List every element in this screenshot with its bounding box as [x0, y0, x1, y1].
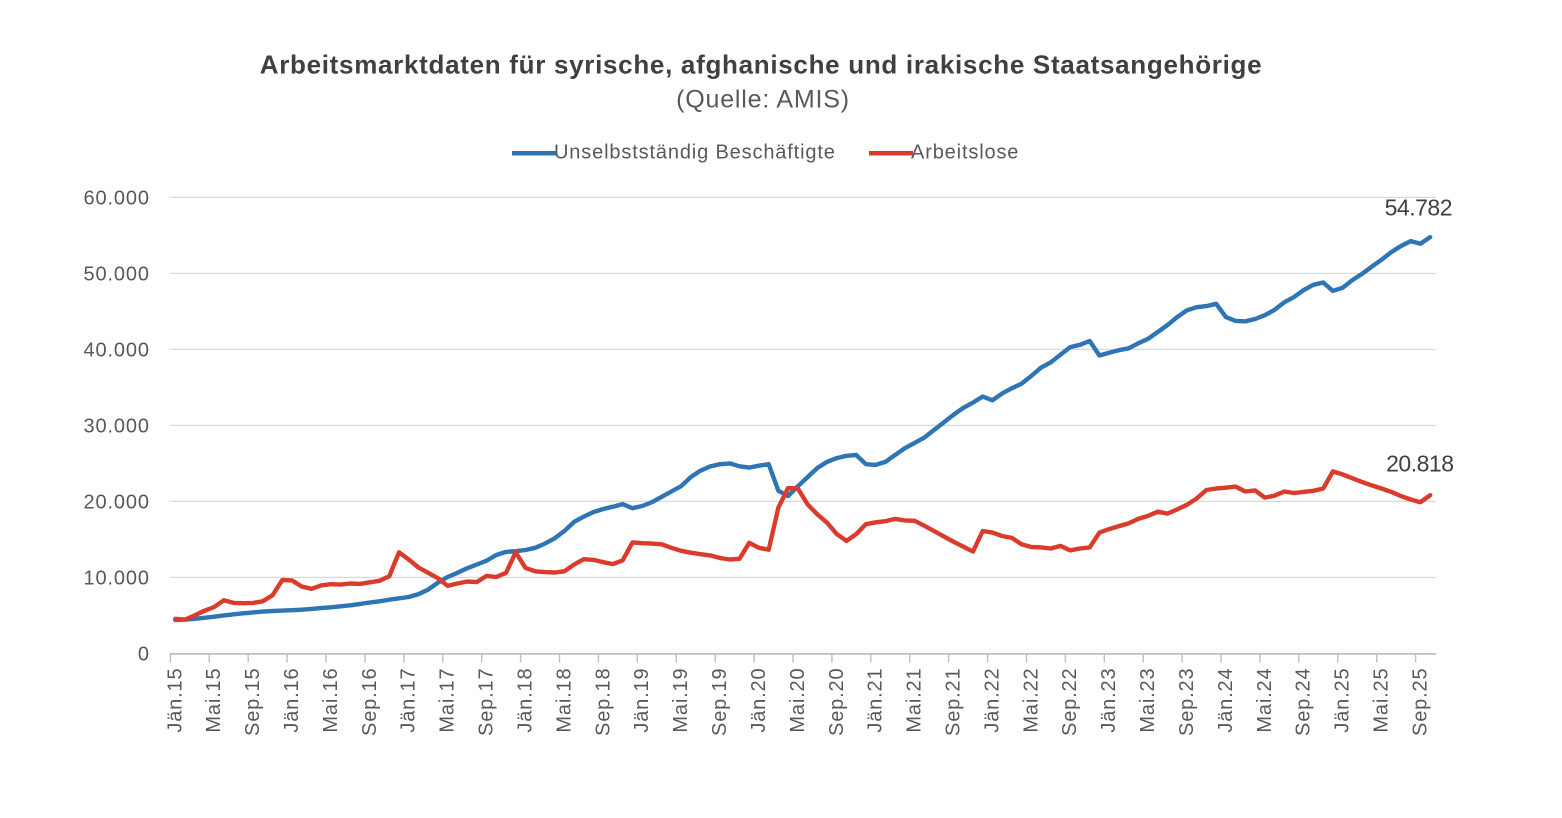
svg-text:(Quelle: AMIS): (Quelle: AMIS) — [676, 86, 850, 114]
svg-text:Sep.24: Sep.24 — [1293, 668, 1315, 737]
svg-text:Jän.15: Jän.15 — [164, 668, 186, 733]
svg-text:20.818: 20.818 — [1386, 451, 1453, 477]
svg-text:Mai.17: Mai.17 — [437, 668, 459, 733]
svg-text:Jän.17: Jän.17 — [398, 668, 420, 733]
svg-text:Jän.22: Jän.22 — [981, 668, 1003, 733]
svg-text:Jän.24: Jän.24 — [1215, 668, 1237, 733]
svg-text:Sep.15: Sep.15 — [242, 668, 264, 737]
svg-text:20.000: 20.000 — [84, 491, 150, 513]
svg-text:Mai.20: Mai.20 — [787, 668, 809, 733]
svg-text:Mai.22: Mai.22 — [1020, 668, 1042, 733]
svg-text:Mai.25: Mai.25 — [1371, 668, 1393, 733]
svg-text:Sep.23: Sep.23 — [1176, 668, 1198, 737]
svg-text:Sep.16: Sep.16 — [359, 668, 381, 737]
svg-text:Mai.21: Mai.21 — [904, 668, 926, 733]
svg-text:50.000: 50.000 — [84, 263, 150, 285]
svg-text:Mai.23: Mai.23 — [1137, 668, 1159, 733]
svg-text:Sep.21: Sep.21 — [943, 668, 965, 737]
svg-text:Sep.22: Sep.22 — [1059, 668, 1081, 737]
svg-text:Jän.18: Jän.18 — [515, 668, 537, 733]
svg-text:Sep.19: Sep.19 — [709, 668, 731, 737]
svg-text:Mai.18: Mai.18 — [553, 668, 575, 733]
svg-text:0: 0 — [138, 643, 150, 665]
svg-text:Arbeitslose: Arbeitslose — [911, 142, 1019, 164]
svg-text:Sep.17: Sep.17 — [476, 668, 498, 737]
svg-text:Mai.15: Mai.15 — [203, 668, 225, 733]
svg-text:Jän.19: Jän.19 — [631, 668, 653, 733]
svg-text:Unselbstständig Beschäftigte: Unselbstständig Beschäftigte — [554, 142, 836, 164]
svg-text:Mai.16: Mai.16 — [320, 668, 342, 733]
svg-text:Jän.23: Jän.23 — [1098, 668, 1120, 733]
svg-text:Sep.18: Sep.18 — [592, 668, 614, 737]
svg-text:Sep.25: Sep.25 — [1409, 668, 1431, 737]
svg-text:Jän.21: Jän.21 — [865, 668, 887, 733]
svg-text:60.000: 60.000 — [84, 187, 150, 209]
svg-text:Mai.19: Mai.19 — [670, 668, 692, 733]
svg-text:54.782: 54.782 — [1385, 195, 1452, 221]
svg-text:Jän.25: Jän.25 — [1332, 668, 1354, 733]
svg-text:Arbeitsmarktdaten für syrische: Arbeitsmarktdaten für syrische, afghanis… — [260, 50, 1263, 80]
svg-text:Mai.24: Mai.24 — [1254, 668, 1276, 733]
svg-text:Sep.20: Sep.20 — [826, 668, 848, 737]
svg-text:10.000: 10.000 — [84, 567, 150, 589]
svg-text:40.000: 40.000 — [84, 339, 150, 361]
svg-text:Jän.20: Jän.20 — [748, 668, 770, 733]
svg-text:Jän.16: Jän.16 — [281, 668, 303, 733]
svg-text:30.000: 30.000 — [84, 415, 150, 437]
